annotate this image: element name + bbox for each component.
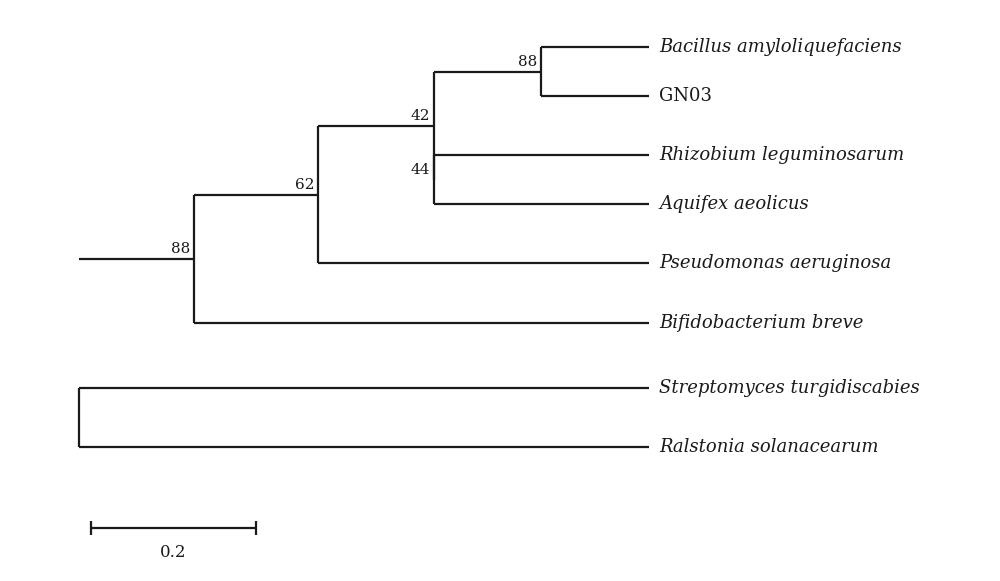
Text: 88: 88: [518, 55, 537, 69]
Text: Aquifex aeolicus: Aquifex aeolicus: [659, 195, 809, 213]
Text: 88: 88: [171, 242, 190, 256]
Text: Pseudomonas aeruginosa: Pseudomonas aeruginosa: [659, 254, 892, 272]
Text: Rhizobium leguminosarum: Rhizobium leguminosarum: [659, 146, 905, 164]
Text: 42: 42: [410, 109, 430, 123]
Text: Bacillus amyloliquefaciens: Bacillus amyloliquefaciens: [659, 38, 902, 56]
Text: GN03: GN03: [659, 87, 712, 105]
Text: 0.2: 0.2: [160, 544, 187, 561]
Text: 62: 62: [295, 178, 314, 192]
Text: Bifidobacterium breve: Bifidobacterium breve: [659, 314, 864, 332]
Text: 44: 44: [410, 163, 430, 177]
Text: Ralstonia solanacearum: Ralstonia solanacearum: [659, 438, 879, 456]
Text: Streptomyces turgidiscabies: Streptomyces turgidiscabies: [659, 379, 920, 397]
